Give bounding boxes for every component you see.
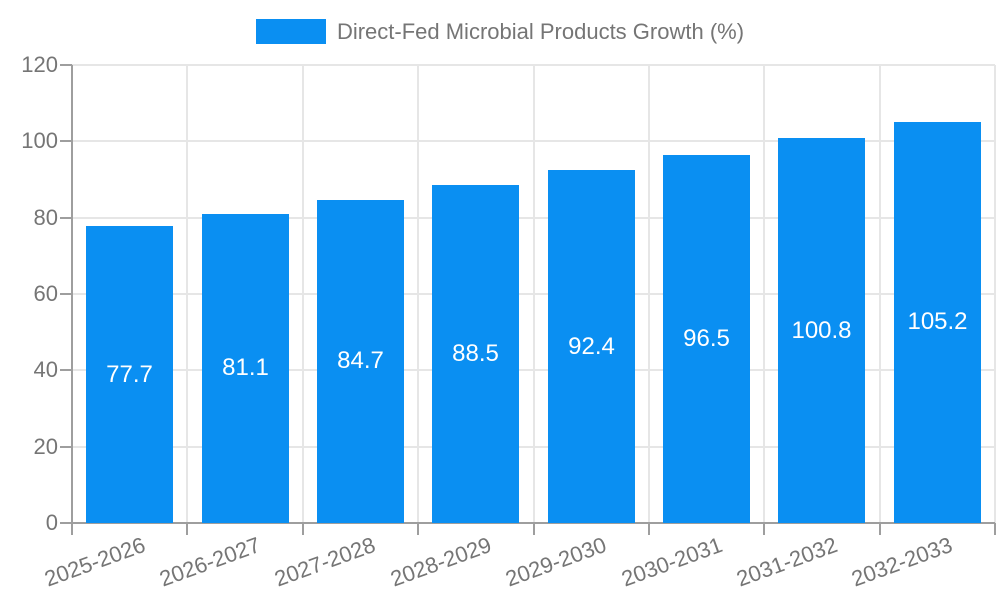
bar-value-label: 96.5 bbox=[683, 324, 730, 352]
x-axis-tick bbox=[647, 523, 650, 535]
x-axis-tick bbox=[71, 523, 73, 535]
bar-value-label: 81.1 bbox=[222, 354, 269, 382]
x-axis-tick bbox=[532, 523, 535, 535]
y-axis-tick-label: 80 bbox=[33, 204, 58, 230]
gridline-vertical bbox=[647, 65, 650, 523]
legend-item[interactable]: Direct-Fed Microbial Products Growth (%) bbox=[0, 18, 1000, 44]
bar-value-label: 88.5 bbox=[452, 340, 499, 368]
bar-value-label: 77.7 bbox=[106, 360, 153, 388]
bar-2025-2026[interactable] bbox=[86, 226, 173, 523]
bar-2028-2029[interactable] bbox=[432, 185, 519, 523]
y-axis-tick-label: 60 bbox=[33, 281, 58, 306]
y-axis-tick-label: 0 bbox=[45, 510, 58, 535]
bar-2031-2032[interactable] bbox=[778, 138, 865, 523]
legend-label: Direct-Fed Microbial Products Growth (%) bbox=[336, 18, 745, 44]
y-axis-tick-label: 40 bbox=[33, 357, 58, 383]
y-axis-tick-label: 20 bbox=[33, 433, 58, 459]
x-axis-tick bbox=[186, 523, 189, 535]
x-axis-tick bbox=[301, 523, 304, 535]
y-axis-line bbox=[71, 65, 73, 523]
y-axis-tick bbox=[60, 216, 72, 219]
bar-2027-2028[interactable] bbox=[317, 199, 404, 523]
x-axis-tick bbox=[994, 523, 996, 535]
bar-value-label: 84.7 bbox=[337, 347, 384, 375]
gridline-vertical bbox=[994, 65, 996, 523]
bar-2026-2027[interactable] bbox=[202, 213, 289, 523]
gridline-vertical bbox=[878, 65, 881, 523]
y-axis-tick bbox=[60, 369, 72, 372]
gridline-vertical bbox=[763, 65, 766, 523]
gridline-vertical bbox=[301, 65, 304, 523]
bar-2032-2033[interactable] bbox=[894, 121, 981, 523]
y-axis-tick-label: 120 bbox=[21, 52, 58, 77]
gridline-vertical bbox=[417, 65, 420, 523]
y-axis-tick bbox=[60, 445, 72, 448]
y-axis-tick bbox=[60, 140, 72, 143]
x-axis-line bbox=[60, 522, 995, 524]
gridline-vertical bbox=[532, 65, 535, 523]
y-axis-tick bbox=[60, 293, 72, 295]
bar-value-label: 100.8 bbox=[791, 316, 852, 344]
bar-value-label: 105.2 bbox=[907, 308, 968, 336]
legend-swatch-icon bbox=[255, 18, 326, 44]
y-axis-tick bbox=[60, 64, 72, 66]
bar-value-label: 92.4 bbox=[568, 332, 615, 360]
bar-2029-2030[interactable] bbox=[548, 170, 635, 523]
y-axis-tick-label: 100 bbox=[21, 128, 58, 154]
gridline-vertical bbox=[186, 65, 189, 523]
x-axis-tick bbox=[763, 523, 766, 535]
x-axis-tick bbox=[417, 523, 420, 535]
bar-2030-2031[interactable] bbox=[663, 154, 750, 523]
x-axis-tick bbox=[878, 523, 881, 535]
